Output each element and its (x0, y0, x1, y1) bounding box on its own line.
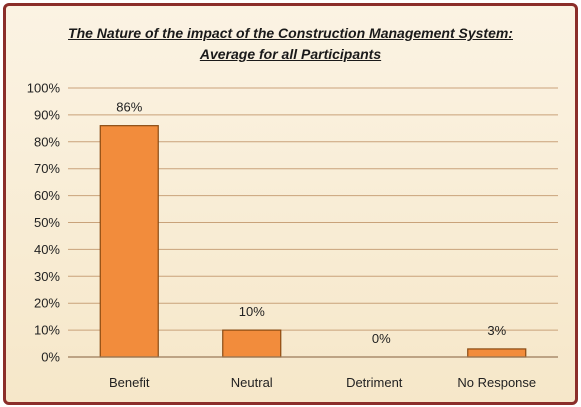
x-tick-label: No Response (457, 375, 536, 390)
y-tick-label: 90% (34, 107, 60, 122)
chart-title: The Nature of the impact of the Construc… (68, 25, 513, 41)
y-tick-label: 60% (34, 188, 60, 203)
y-tick-label: 100% (27, 81, 61, 96)
y-tick-label: 40% (34, 242, 60, 257)
data-label: 0% (372, 331, 391, 346)
y-tick-label: 10% (34, 323, 60, 338)
x-tick-label: Benefit (109, 375, 150, 390)
data-label: 3% (487, 323, 506, 338)
y-tick-label: 70% (34, 161, 60, 176)
y-tick-label: 30% (34, 269, 60, 284)
chart-subtitle: Average for all Participants (199, 46, 382, 62)
y-tick-label: 20% (34, 296, 60, 311)
x-tick-label: Detriment (346, 375, 403, 390)
x-tick-label: Neutral (231, 375, 273, 390)
bar (467, 348, 527, 358)
y-tick-label: 0% (41, 350, 60, 365)
chart-frame: The Nature of the impact of the Construc… (3, 3, 578, 405)
y-tick-label: 50% (34, 215, 60, 230)
bar (99, 125, 159, 358)
y-tick-label: 80% (34, 134, 60, 149)
data-label: 10% (239, 304, 265, 319)
data-label: 86% (116, 100, 142, 115)
bar (222, 329, 282, 358)
